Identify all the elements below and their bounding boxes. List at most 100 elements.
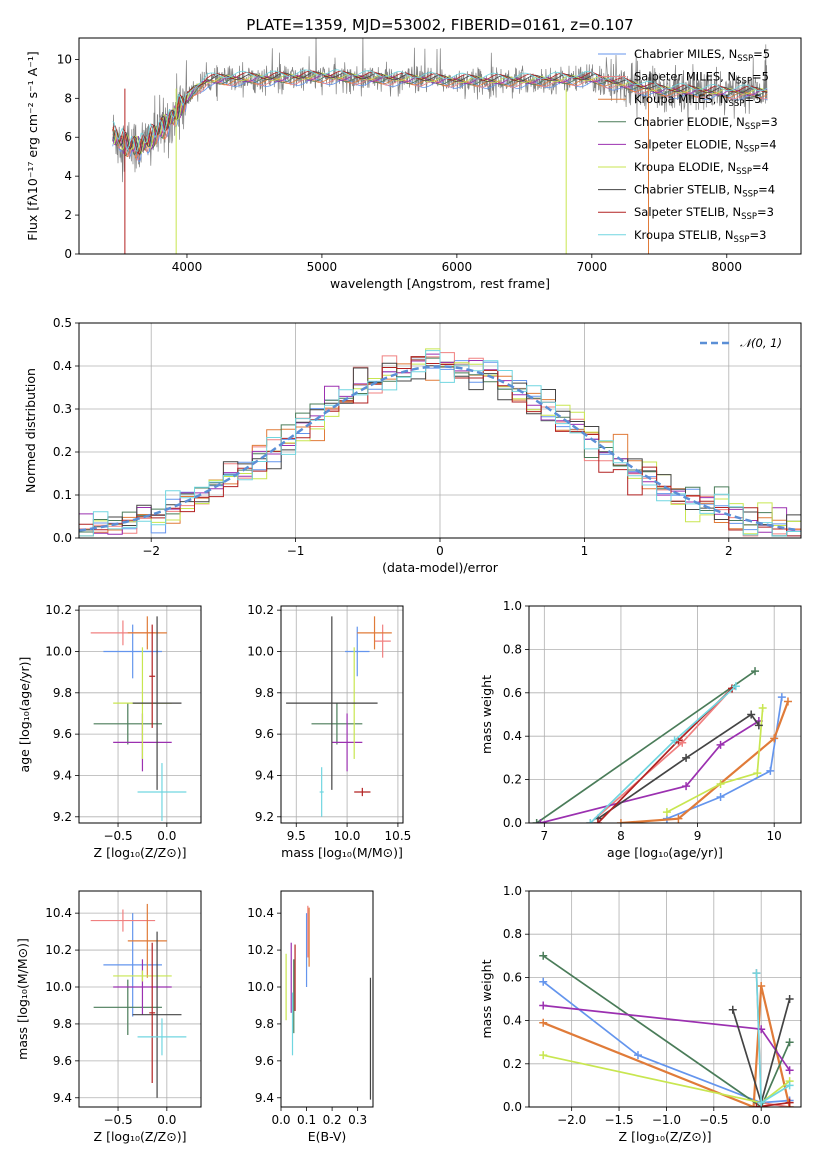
plot-area-age_vs_mass bbox=[286, 616, 392, 817]
errorbar-salpeter_elodie bbox=[113, 959, 172, 1015]
mass-weight-marker bbox=[682, 782, 691, 791]
errorbar-kroupa_miles bbox=[357, 616, 392, 650]
x-tick-label: 10 bbox=[767, 829, 782, 843]
y-tick-label: 9.4 bbox=[53, 1091, 72, 1105]
y-tick-label: 9.6 bbox=[255, 727, 274, 741]
y-tick-label: 1.0 bbox=[503, 884, 522, 898]
errorbar-salpeter_stelib bbox=[149, 624, 156, 728]
x-axis-label: mass [log₁₀(M/M⊙)] bbox=[281, 845, 403, 860]
x-tick-label: 5000 bbox=[307, 260, 338, 274]
y-axis-label: Normed distribution bbox=[23, 368, 38, 493]
axes-frame bbox=[280, 890, 374, 1108]
x-tick-label: 1 bbox=[581, 544, 589, 558]
legend-label: 𝒩(0, 1) bbox=[740, 336, 782, 350]
panel-age_vs_z: −0.5 0.0 9.2 9.4 9.6 9.8 10.0 10.2 Z [log₁₀(Z/Z⊙… bbox=[17, 603, 202, 860]
plot-area-residuals bbox=[79, 348, 801, 537]
y-tick-label: 0.3 bbox=[53, 402, 72, 416]
x-tick-label: 2 bbox=[725, 544, 733, 558]
model-spectrum-kroupa_stelib bbox=[112, 69, 768, 152]
x-tick-label: 7 bbox=[541, 829, 549, 843]
errorbar-chabrier_stelib bbox=[132, 931, 182, 1098]
y-tick-label: 0.2 bbox=[503, 1057, 522, 1071]
x-tick-label: 8000 bbox=[712, 260, 743, 274]
legend-label: Salpeter ELODIE, NSSP=4 bbox=[634, 137, 777, 154]
errorbar-chabrier_miles bbox=[103, 913, 162, 1017]
mass-weight-marker bbox=[758, 703, 767, 712]
mass-weight-marker bbox=[728, 1005, 737, 1014]
panel-residuals: −2 −1 0 1 2 0.0 0.1 0.2 0.3 0.4 0.5 (data-model)/er… bbox=[23, 316, 802, 575]
y-tick-label: 9.4 bbox=[255, 768, 274, 782]
mass-weight-marker bbox=[536, 819, 545, 823]
mass-weight-marker bbox=[777, 693, 786, 702]
x-tick-label: 0.0 bbox=[157, 1113, 176, 1127]
y-tick-label: 10.4 bbox=[247, 906, 274, 920]
mass-weight-line-kroupa_miles bbox=[542, 985, 791, 1107]
axes-frame bbox=[280, 605, 404, 824]
axes-frame bbox=[78, 37, 802, 255]
y-tick-label: 10.0 bbox=[45, 644, 72, 658]
model-spectrum-salpeter_miles bbox=[112, 77, 768, 161]
y-tick-label: 4 bbox=[64, 169, 72, 183]
x-axis-label: Z [log₁₀(Z/Z⊙)] bbox=[94, 845, 187, 860]
x-axis-label: E(B-V) bbox=[308, 1129, 347, 1144]
spectrum-title: PLATE=1359, MJD=53002, FIBERID=0161, z=0… bbox=[246, 16, 633, 34]
x-tick-label: 4000 bbox=[172, 260, 203, 274]
mass-weight-line-salpeter_elodie bbox=[540, 720, 760, 823]
x-tick-label: 0.0 bbox=[271, 1113, 290, 1127]
plot-area-mass_weight_vs_z bbox=[539, 951, 794, 1107]
y-tick-label: 10.0 bbox=[247, 980, 274, 994]
y-tick-label: 9.6 bbox=[53, 727, 72, 741]
model-spectrum-salpeter_stelib bbox=[112, 70, 768, 155]
mass-weight-marker bbox=[716, 779, 725, 788]
y-tick-label: 0.1 bbox=[53, 488, 72, 502]
y-tick-label: 0.6 bbox=[503, 970, 522, 984]
errorbar-salpeter_miles bbox=[374, 624, 391, 658]
errorbar-kroupa_stelib bbox=[137, 1018, 187, 1056]
legend-label: Chabrier MILES, NSSP=5 bbox=[634, 47, 770, 64]
y-tick-label: 9.2 bbox=[53, 810, 72, 824]
mass-weight-marker bbox=[757, 1098, 766, 1107]
y-tick-label: 0.4 bbox=[503, 1014, 522, 1028]
x-tick-label: 10.0 bbox=[334, 829, 361, 843]
plot-area-mass_weight_vs_age bbox=[532, 667, 792, 823]
x-tick-label: −0.5 bbox=[699, 1113, 728, 1127]
spectrum-legend: Chabrier MILES, NSSP=5 Salpeter MILES, NS… bbox=[598, 47, 778, 245]
y-tick-label: 8 bbox=[64, 91, 72, 105]
axes-frame bbox=[78, 890, 202, 1108]
y-axis-label: Flux [fλ10⁻¹⁷ erg cm⁻² s⁻¹ A⁻¹] bbox=[25, 51, 40, 240]
x-tick-label: 10.5 bbox=[385, 829, 412, 843]
legend-label: Salpeter STELIB, NSSP=3 bbox=[634, 205, 774, 222]
errorbar-chabrier_stelib bbox=[286, 616, 378, 790]
x-tick-label: −2.0 bbox=[557, 1113, 586, 1127]
legend-label: Chabrier ELODIE, NSSP=3 bbox=[634, 115, 778, 132]
x-tick-label: 0.1 bbox=[297, 1113, 316, 1127]
plot-area-mass_vs_z bbox=[90, 903, 187, 1098]
errorbar-salpeter_elodie bbox=[331, 713, 363, 772]
y-tick-label: 0 bbox=[64, 247, 72, 261]
y-tick-label: 10.2 bbox=[45, 603, 72, 617]
y-tick-label: 9.4 bbox=[53, 768, 72, 782]
mass-weight-marker bbox=[539, 1051, 548, 1060]
mass-weight-marker bbox=[532, 819, 541, 823]
mass-weight-marker bbox=[662, 808, 671, 817]
mass-weight-marker bbox=[674, 814, 683, 823]
mass-weight-marker bbox=[785, 1081, 794, 1090]
mass-weight-line-chabrier_elodie bbox=[536, 670, 756, 823]
mass-weight-marker bbox=[783, 697, 792, 706]
panel-mass_vs_ebv: 0.0 0.1 0.2 0.3 9.4 9.6 9.8 10.0 10.2 10.4 E(B-V) bbox=[247, 890, 374, 1144]
mass-weight-marker bbox=[539, 977, 548, 986]
x-tick-label: −0.5 bbox=[103, 829, 132, 843]
y-tick-label: 0.4 bbox=[503, 729, 522, 743]
y-tick-label: 6 bbox=[64, 130, 72, 144]
y-tick-label: 10 bbox=[57, 52, 72, 66]
panel-mass_vs_z: −0.5 0.0 9.4 9.6 9.8 10.0 10.2 10.4 Z [log₁₀(Z/Z… bbox=[15, 890, 202, 1144]
mass-weight-line-chabrier_miles bbox=[542, 981, 790, 1104]
mass-weight-marker bbox=[539, 1018, 548, 1027]
x-tick-label: 0.3 bbox=[348, 1113, 367, 1127]
errorbar-salpeter_miles bbox=[90, 909, 156, 932]
y-tick-label: 10.2 bbox=[45, 943, 72, 957]
y-tick-label: 9.8 bbox=[53, 686, 72, 700]
axes-frame bbox=[528, 890, 802, 1108]
x-axis-label: age [log₁₀(age/yr)] bbox=[607, 845, 723, 860]
